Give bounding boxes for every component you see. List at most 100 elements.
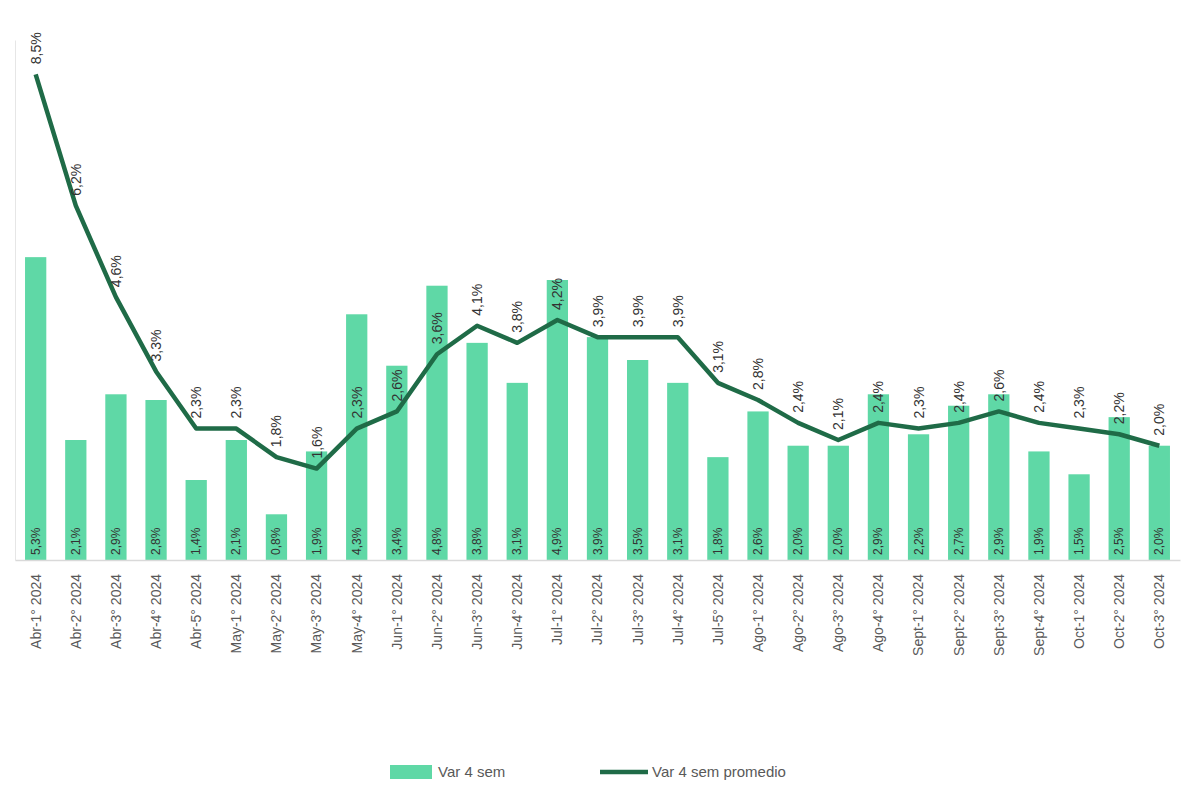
- x-tick: Sept-3° 2024: [991, 560, 1007, 656]
- bar-label: 2,0%: [791, 527, 805, 555]
- bar-label: 2,0%: [831, 527, 845, 555]
- x-tick-label: Jul-2° 2024: [589, 574, 605, 645]
- line-label: 1,6%: [309, 427, 325, 459]
- x-tick: Ago-3° 2024: [830, 560, 846, 652]
- x-tick: Abr-3° 2024: [108, 560, 124, 649]
- x-tick-label: Ago-4° 2024: [870, 574, 886, 652]
- line-label: 2,1%: [830, 398, 846, 430]
- x-tick: May-3° 2024: [308, 560, 324, 654]
- bar-label: 1,5%: [1072, 527, 1086, 555]
- line-label: 2,3%: [228, 387, 244, 419]
- line-label: 2,2%: [1111, 392, 1127, 424]
- x-tick: Sept-1° 2024: [910, 560, 926, 656]
- bar: [507, 383, 528, 560]
- bar: [145, 400, 166, 560]
- line-label: 2,8%: [750, 358, 766, 390]
- line-label: 3,6%: [429, 312, 445, 344]
- x-tick-label: Sept-4° 2024: [1031, 574, 1047, 656]
- x-tick: Abr-4° 2024: [148, 560, 164, 649]
- bar-label: 2,7%: [952, 527, 966, 555]
- x-tick: Sept-4° 2024: [1031, 560, 1047, 656]
- bar: [65, 440, 86, 560]
- x-tick-label: May-4° 2024: [349, 574, 365, 654]
- x-tick-label: Jun-2° 2024: [429, 574, 445, 650]
- line-label: 2,4%: [951, 381, 967, 413]
- bar: [828, 446, 849, 560]
- bar-label: 3,1%: [510, 527, 524, 555]
- bar-label: 4,3%: [350, 527, 364, 555]
- x-tick-label: May-1° 2024: [228, 574, 244, 654]
- bar-label: 1,4%: [189, 527, 203, 555]
- x-tick-label: Oct-1° 2024: [1071, 574, 1087, 649]
- x-tick-label: Ago-3° 2024: [830, 574, 846, 652]
- x-tick: Ago-1° 2024: [750, 560, 766, 652]
- x-tick: Sept-2° 2024: [951, 560, 967, 656]
- bar: [105, 394, 126, 560]
- x-tick: May-2° 2024: [268, 560, 284, 654]
- bar-label: 1,9%: [310, 527, 324, 555]
- x-tick: May-4° 2024: [349, 560, 365, 654]
- x-tick-label: Jul-4° 2024: [670, 574, 686, 645]
- line-label: 1,8%: [268, 415, 284, 447]
- x-tick: Jun-2° 2024: [429, 560, 445, 650]
- bar: [587, 337, 608, 560]
- legend-swatch: [390, 765, 432, 779]
- x-tick: Oct-3° 2024: [1151, 560, 1167, 649]
- bar-label: 1,9%: [1032, 527, 1046, 555]
- x-tick-label: May-3° 2024: [308, 574, 324, 654]
- line-label: 3,9%: [590, 295, 606, 327]
- bar: [25, 257, 46, 560]
- line-label: 4,6%: [108, 255, 124, 287]
- line-label: 3,8%: [509, 301, 525, 333]
- bar-label: 2,5%: [1112, 527, 1126, 555]
- bar-label: 2,2%: [912, 527, 926, 555]
- line-label: 2,0%: [1151, 404, 1167, 436]
- marks: [25, 74, 1170, 560]
- bar-label: 2,6%: [751, 527, 765, 555]
- bar-label: 0,8%: [269, 527, 283, 555]
- bar-label: 3,9%: [591, 527, 605, 555]
- bar-label: 3,1%: [671, 527, 685, 555]
- bar-label: 2,0%: [1152, 527, 1166, 555]
- x-tick-label: Abr-1° 2024: [28, 574, 44, 649]
- x-tick-label: Oct-3° 2024: [1151, 574, 1167, 649]
- x-tick-label: Abr-4° 2024: [148, 574, 164, 649]
- x-tick: Abr-5° 2024: [188, 560, 204, 649]
- bar: [386, 366, 407, 560]
- bar-label: 1,8%: [711, 527, 725, 555]
- line-label: 2,3%: [911, 387, 927, 419]
- line-label: 2,3%: [188, 387, 204, 419]
- x-tick: Oct-1° 2024: [1071, 560, 1087, 649]
- bar-label: 5,3%: [29, 527, 43, 555]
- legend-swatch: [600, 770, 648, 775]
- x-tick: Ago-2° 2024: [790, 560, 806, 652]
- x-tick-label: May-2° 2024: [268, 574, 284, 654]
- x-axis-line: [16, 560, 1181, 562]
- x-tick-label: Abr-2° 2024: [68, 574, 84, 649]
- bar-label: 2,1%: [69, 527, 83, 555]
- data-labels: 5,3%2,1%2,9%2,8%1,4%2,1%0,8%1,9%4,3%3,4%…: [28, 32, 1168, 555]
- x-tick-label: Abr-3° 2024: [108, 574, 124, 649]
- x-tick: Abr-2° 2024: [68, 560, 84, 649]
- bar: [707, 457, 728, 560]
- x-tick: Jul-3° 2024: [630, 560, 646, 645]
- x-tick-label: Abr-5° 2024: [188, 574, 204, 649]
- line-label: 2,6%: [389, 370, 405, 402]
- bar-label: 2,9%: [109, 527, 123, 555]
- x-tick-label: Jun-1° 2024: [389, 574, 405, 650]
- line-label: 4,2%: [549, 278, 565, 310]
- bar: [226, 440, 247, 560]
- y-axis-line: [15, 41, 16, 561]
- line-label: 3,9%: [670, 295, 686, 327]
- bar: [466, 343, 487, 560]
- x-tick-label: Oct-2° 2024: [1111, 574, 1127, 649]
- bar: [747, 411, 768, 560]
- x-tick-label: Jun-4° 2024: [509, 574, 525, 650]
- x-tick: Jun-1° 2024: [389, 560, 405, 650]
- x-tick: Jul-5° 2024: [710, 560, 726, 645]
- bar: [1149, 446, 1170, 560]
- x-tick: Jun-3° 2024: [469, 560, 485, 650]
- line-label: 2,3%: [349, 387, 365, 419]
- x-tick-label: Sept-2° 2024: [951, 574, 967, 656]
- x-tick-label: Jul-3° 2024: [630, 574, 646, 645]
